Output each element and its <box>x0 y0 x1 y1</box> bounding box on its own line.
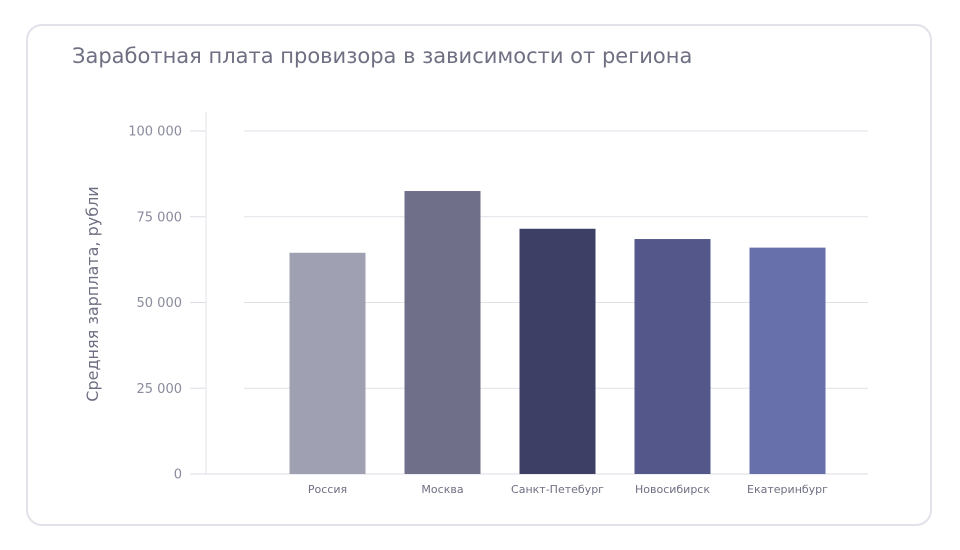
y-tick-label: 25 000 <box>137 382 183 397</box>
chart-title: Заработная плата провизора в зависимости… <box>72 44 693 68</box>
y-tick-label: 50 000 <box>137 296 183 311</box>
y-tick-labels: 0 25 000 50 000 75 000 100 000 <box>128 125 182 483</box>
bar <box>519 228 596 474</box>
y-axis-label: Средняя зарплата, рубли <box>83 186 102 401</box>
x-tick-labels: Россия Москва Санкт-Петебург Новосибирск Ека… <box>308 483 828 496</box>
bars <box>289 191 826 474</box>
x-tick-label: Новосибирск <box>635 483 710 496</box>
x-tick-label: Москва <box>421 483 463 496</box>
y-tick-label: 75 000 <box>137 210 183 225</box>
bar <box>749 247 826 474</box>
bar <box>404 191 481 474</box>
x-tick-label: Санкт-Петебург <box>511 483 604 496</box>
x-tick-label: Россия <box>308 483 347 496</box>
y-tick-label: 0 <box>174 468 182 483</box>
bar <box>289 252 366 474</box>
x-tick-label: Екатеринбург <box>747 483 828 496</box>
y-tick-label: 100 000 <box>128 125 182 140</box>
bar <box>634 239 711 474</box>
